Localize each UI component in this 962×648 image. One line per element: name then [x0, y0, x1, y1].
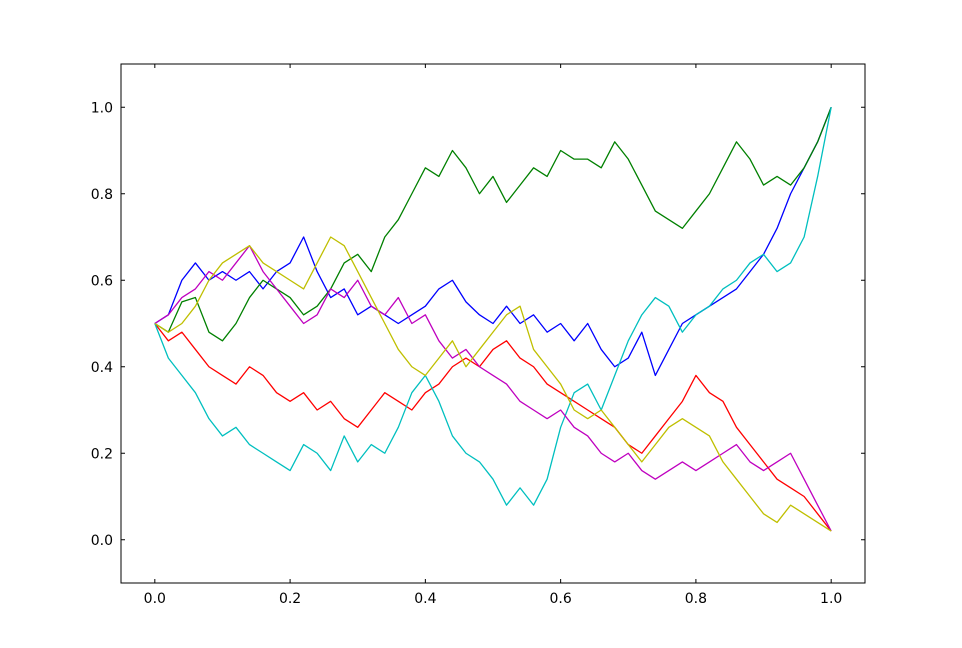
series-line-2 — [154, 107, 832, 342]
x-tick-label: 0.4 — [414, 591, 436, 607]
series-line-6 — [154, 236, 832, 532]
y-tick-label: 0.0 — [91, 533, 113, 549]
series-line-4 — [154, 107, 832, 506]
x-tick-label: 0.8 — [685, 591, 707, 607]
axes-frame — [120, 63, 866, 584]
y-tick-label: 0.8 — [91, 187, 113, 203]
x-tick-label: 0.0 — [144, 591, 166, 607]
series-line-5 — [154, 245, 832, 532]
series-line-3 — [154, 323, 832, 532]
y-tick-label: 1.0 — [91, 100, 113, 116]
x-tick-label: 0.2 — [279, 591, 301, 607]
series-layer — [154, 107, 832, 532]
x-tick-label: 0.6 — [550, 591, 572, 607]
y-tick-label: 0.2 — [91, 446, 113, 462]
y-tick-label: 0.4 — [91, 360, 113, 376]
tick-layer: 0.0 0.2 0.4 0.6 0.8 1.0 0.0 0.2 0.4 0.6 0.8 1.0 — [91, 64, 865, 607]
x-tick-label: 1.0 — [820, 591, 842, 607]
y-tick-label: 0.6 — [91, 273, 113, 289]
